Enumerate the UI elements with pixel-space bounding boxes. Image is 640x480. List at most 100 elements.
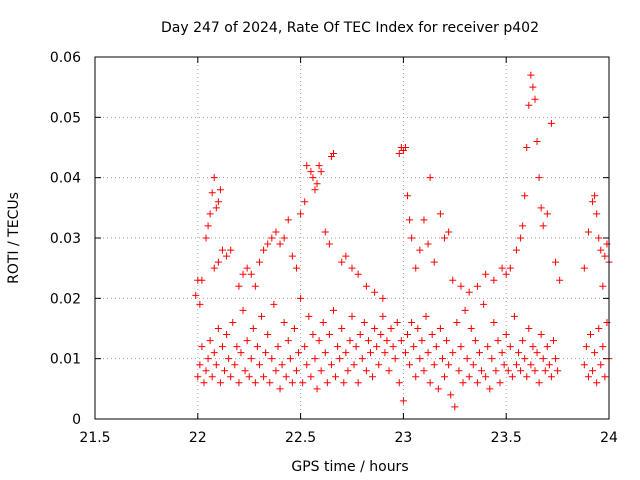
data-point [436,325,444,332]
data-point [334,343,342,351]
data-point [531,367,539,375]
data-point [424,240,432,248]
data-point [525,325,533,332]
data-point [498,264,506,272]
data-point [241,367,249,375]
data-point [260,373,268,381]
data-point [251,379,259,387]
data-point [210,174,218,182]
data-point [198,276,206,284]
data-point [527,71,535,79]
data-point [498,349,506,357]
data-point [315,337,323,345]
y-tick-label: 0.06 [50,50,81,66]
data-point [541,367,549,375]
data-point [517,367,525,375]
data-point [385,367,393,375]
data-point [262,349,270,357]
data-point [227,373,235,381]
data-point [371,288,379,296]
data-point [218,246,226,254]
data-point [212,361,220,369]
data-point [589,198,597,206]
data-point [282,373,290,381]
x-tick-label: 23.5 [491,430,522,446]
data-point [258,312,266,320]
data-point [297,294,305,302]
y-tick-label: 0.01 [50,352,81,368]
data-point [253,343,261,351]
data-point [490,318,498,326]
data-point [601,373,609,381]
y-axis-label: ROTI / TECUs [6,192,22,284]
x-tick-label: 24 [600,430,618,446]
data-point [381,349,389,357]
x-tick-label: 22 [189,430,207,446]
data-point [198,343,206,351]
data-point [436,210,444,218]
y-tick-label: 0.02 [50,291,81,307]
data-point [480,300,488,308]
x-tick-label: 22.5 [285,430,316,446]
data-point [235,379,243,387]
data-point [512,361,520,369]
data-point [473,379,481,387]
data-point [338,325,346,332]
data-point [194,373,202,381]
data-point [360,318,368,326]
data-point [280,234,288,242]
data-point [502,270,510,278]
data-point [303,361,311,369]
plot-frame [94,56,610,420]
data-point [533,137,541,145]
data-point [206,337,214,345]
data-point [243,337,251,345]
data-point [599,282,607,290]
y-tick-label: 0.05 [50,110,81,126]
data-point [543,210,551,218]
data-point [527,361,535,369]
data-point [449,276,457,284]
data-point [266,379,274,387]
data-point [307,373,315,381]
data-point [586,331,594,339]
data-point [441,373,449,381]
x-tick-label: 23 [394,430,412,446]
data-point [196,361,204,369]
data-point [539,355,547,363]
data-point [354,270,362,278]
data-point [543,343,551,351]
data-point [223,252,231,260]
data-point [457,282,465,290]
data-point [272,228,280,236]
data-point [329,150,337,158]
data-point [218,343,226,351]
data-point [348,264,356,272]
data-point [490,276,498,284]
data-point [401,144,409,151]
data-point [379,294,387,302]
data-point [214,325,222,332]
data-point [482,373,490,381]
data-point [200,379,208,387]
data-point [519,337,527,345]
data-point [286,355,294,363]
data-point [412,264,420,272]
data-point [321,349,329,357]
data-point [428,331,436,339]
data-point [404,331,412,339]
data-point [539,222,547,230]
data-point [412,373,420,381]
data-point [362,367,370,375]
data-point [484,343,492,351]
data-point [344,367,352,375]
data-point [233,343,241,351]
data-point [467,325,475,332]
data-point [449,349,457,357]
data-point [338,258,346,266]
data-point [420,367,428,375]
data-point [529,83,537,91]
data-point [401,349,409,357]
data-point [278,361,286,369]
data-point [556,276,564,284]
